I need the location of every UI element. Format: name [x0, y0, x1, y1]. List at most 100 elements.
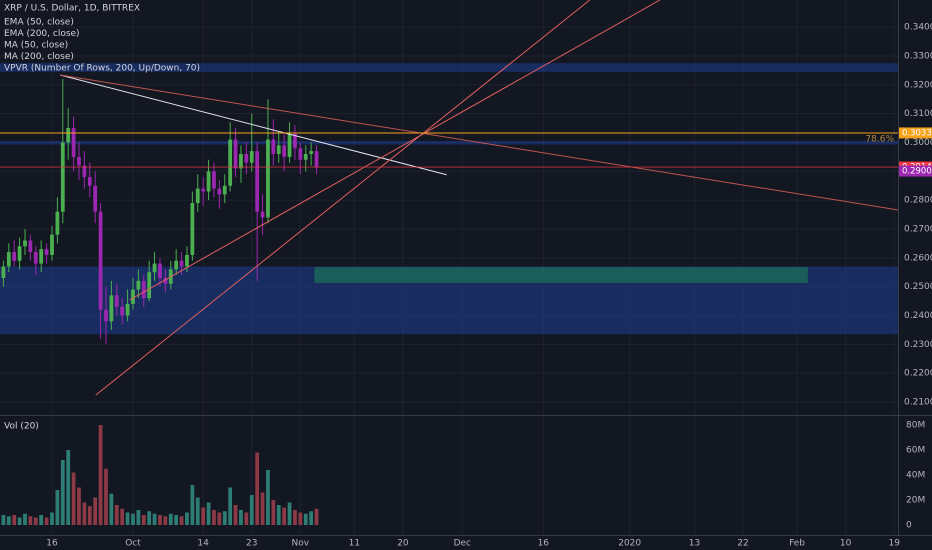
volume-bar: [309, 511, 314, 525]
x-tick-label: 22: [737, 539, 748, 549]
y-tick-label: 0.24000: [904, 311, 932, 321]
volume-bar: [77, 487, 81, 525]
y-tick-label: 0.34000: [904, 23, 932, 33]
candle-body: [293, 133, 297, 149]
price-label-box: [899, 165, 932, 177]
chart-title: XRP / U.S. Dollar, 1D, BITTREX: [4, 4, 140, 14]
candle-body: [125, 303, 130, 316]
volume-bar: [249, 495, 254, 525]
candle-body: [147, 272, 152, 299]
candle-body: [179, 260, 184, 267]
candle-body: [141, 280, 146, 299]
volume-bar: [93, 497, 98, 525]
volume-bar: [298, 512, 303, 525]
x-tick-label: 19: [888, 539, 900, 549]
volume-bar: [109, 493, 114, 525]
candle-body: [71, 128, 76, 157]
volume-bar: [222, 511, 227, 525]
candle-body: [82, 165, 87, 178]
x-tick-label: 11: [349, 539, 360, 549]
candle-body: [77, 156, 81, 166]
volume-bar: [28, 516, 33, 525]
candle-body: [206, 171, 211, 192]
candle-body: [201, 188, 206, 192]
candle-body: [309, 151, 314, 155]
volume-title: Vol (20): [4, 422, 39, 432]
candle-body: [260, 211, 265, 218]
candle-body: [55, 211, 60, 235]
candle-body: [1, 266, 6, 279]
candle-body: [158, 263, 162, 279]
volume-tick-label: 20M: [906, 496, 925, 506]
price-label-box: [899, 127, 932, 139]
trendline: [59, 74, 447, 176]
candle-body: [136, 280, 141, 290]
marks: [1, 79, 319, 525]
zone: [0, 141, 898, 145]
candle-body: [114, 295, 119, 307]
x-tick-label: 20: [397, 539, 409, 549]
indicator-label: EMA (50, close): [4, 18, 74, 28]
volume-bar: [217, 512, 222, 525]
volume-bar: [98, 425, 103, 525]
volume-bar: [87, 506, 92, 525]
x-tick-label: 2020: [618, 539, 641, 549]
volume-bar: [168, 513, 173, 525]
candle-body: [120, 306, 125, 316]
y-tick-label: 0.30000: [904, 138, 932, 148]
indicator-label: VPVR (Number Of Rows, 200, Up/Down, 70): [4, 64, 200, 74]
volume-bar: [179, 516, 184, 525]
candle-body: [298, 148, 303, 160]
candle-body: [33, 252, 38, 264]
volume-bar: [276, 505, 281, 525]
volume-bar: [39, 515, 44, 525]
volume-bar: [152, 513, 157, 525]
x-tick-label: Oct: [125, 539, 141, 549]
candle-body: [44, 249, 49, 255]
candle-body: [152, 263, 157, 273]
volume-bar: [147, 511, 152, 525]
x-tick-label: 13: [689, 539, 700, 549]
candle-body: [104, 309, 108, 322]
candle-body: [93, 185, 98, 212]
volume-bar: [12, 515, 17, 525]
volume-bar: [120, 508, 125, 525]
x-tick-label: 16: [46, 539, 58, 549]
candle-body: [217, 188, 222, 195]
volume-tick-label: 0: [906, 521, 912, 531]
zone: [314, 267, 808, 283]
candle-body: [249, 151, 254, 163]
candle-body: [131, 289, 135, 304]
volume-bar: [282, 507, 287, 525]
candle-body: [303, 154, 308, 160]
candle-body: [109, 295, 114, 322]
candle-body: [87, 177, 92, 186]
y-tick-label: 0.22000: [904, 369, 932, 379]
candle-body: [17, 246, 22, 261]
zone: [0, 63, 898, 72]
volume-bar: [104, 468, 108, 525]
volume-bar: [6, 516, 11, 525]
volume-bar: [271, 500, 276, 525]
volume-bar: [287, 502, 292, 525]
candle-body: [190, 203, 195, 255]
candle-body: [185, 254, 189, 267]
y-tick-label: 0.21000: [904, 398, 932, 408]
volume-bar: [260, 492, 265, 525]
volume-bar: [71, 472, 76, 525]
volume-bar: [190, 485, 195, 525]
price-label: 0.29008: [902, 167, 932, 177]
y-tick-label: 0.33000: [904, 51, 932, 61]
candle-body: [66, 128, 71, 143]
volume-tick-label: 80M: [906, 421, 925, 431]
volume-bar: [158, 515, 162, 525]
indicator-label: EMA (200, close): [4, 29, 80, 39]
volume-bar: [314, 508, 319, 525]
candle-body: [23, 240, 27, 247]
candle-body: [39, 249, 44, 264]
candle-body: [287, 133, 292, 157]
volume-bar: [239, 510, 243, 525]
x-tick-label: Nov: [292, 539, 310, 549]
candle-body: [6, 252, 11, 267]
